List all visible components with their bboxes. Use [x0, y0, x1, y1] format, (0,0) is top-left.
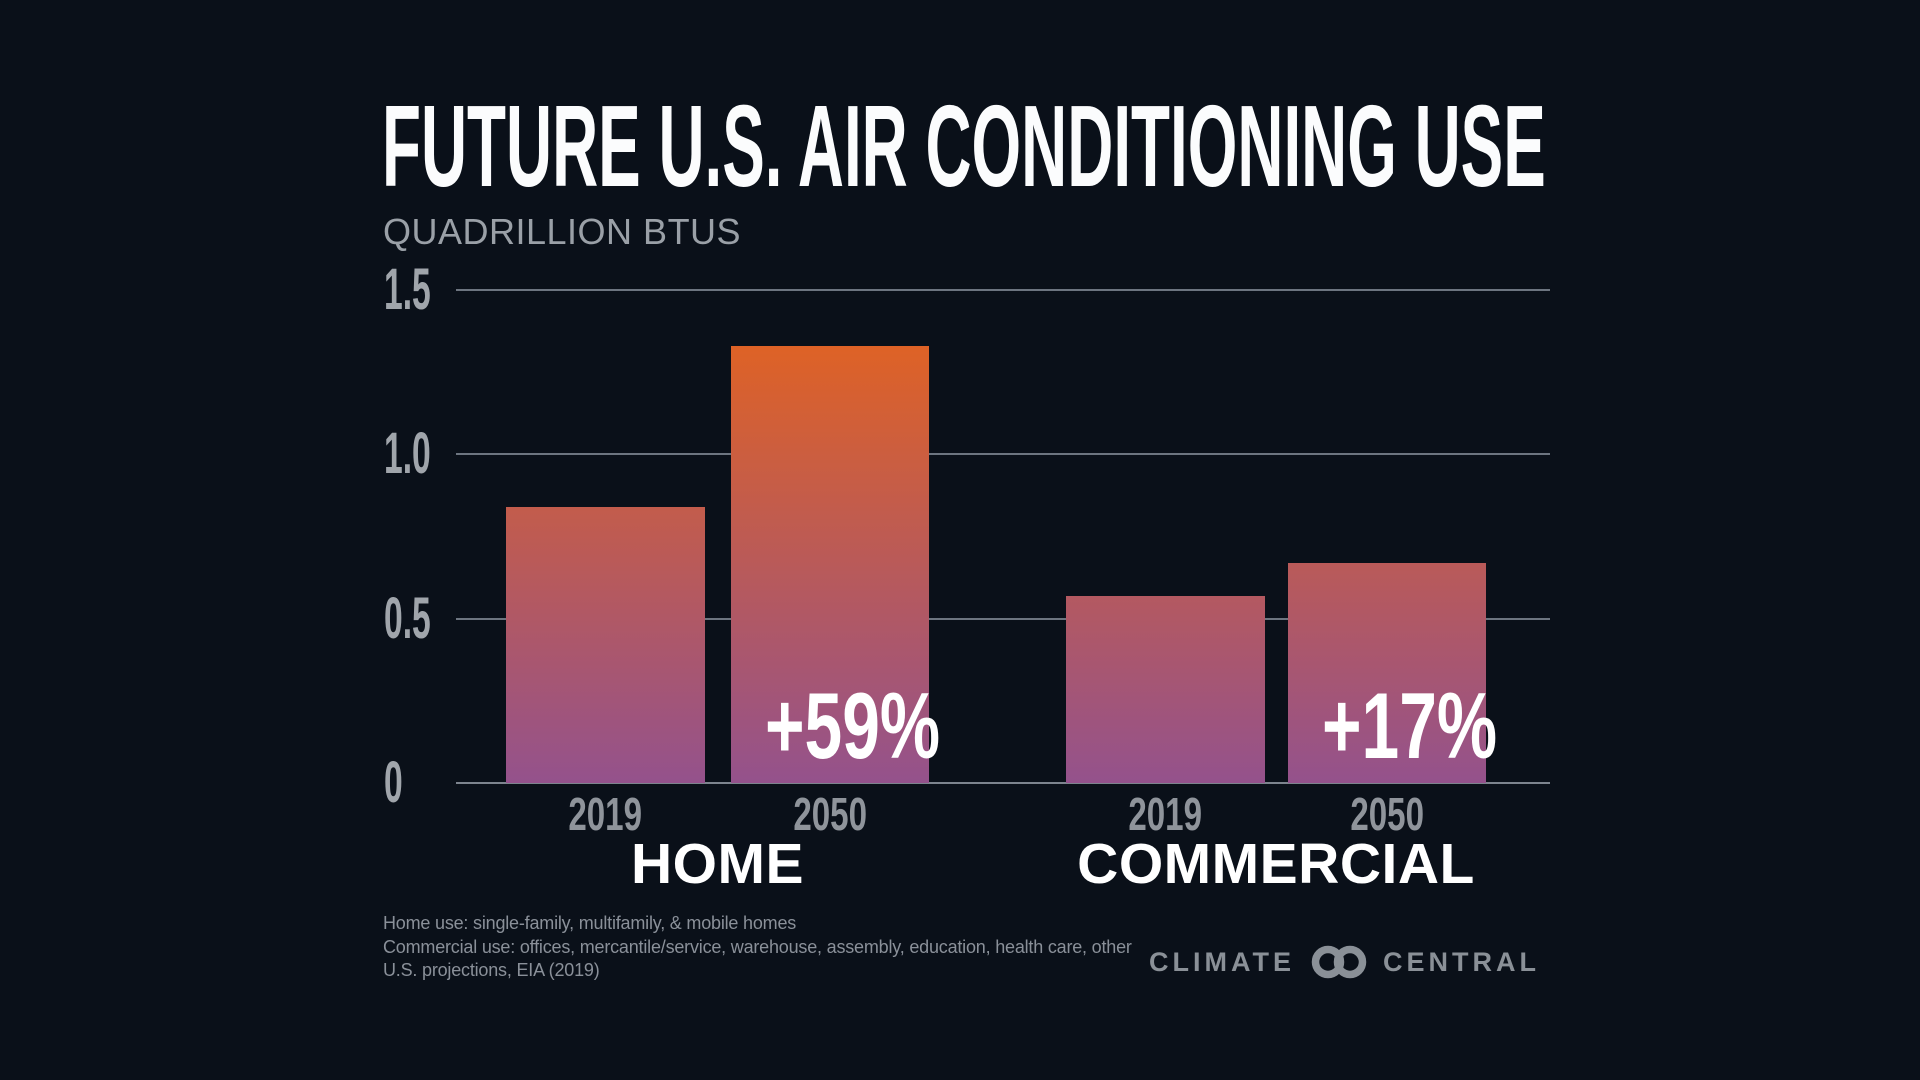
footnote-line-1: Home use: single-family, multifamily, & … — [383, 913, 797, 933]
x-label-text: 2019 — [1128, 788, 1203, 840]
gridline-1-0 — [456, 453, 1550, 456]
x-label-text: 2050 — [1350, 788, 1424, 840]
y-tick-0: 0 — [384, 747, 416, 819]
y-tick-label: 1.0 — [384, 421, 431, 487]
pct-change-commercial: +17% — [1288, 679, 1497, 773]
logo-text-climate: CLIMATE — [1149, 946, 1295, 977]
footnote-line-2: Commercial use: offices, mercantile/serv… — [383, 936, 1132, 957]
group-label-commercial: COMMERCIAL — [1077, 832, 1475, 896]
x-axis-baseline — [456, 782, 1550, 784]
x-label-text: 2050 — [793, 788, 867, 840]
y-tick-label: 0 — [384, 750, 403, 815]
y-tick-label: 1.5 — [384, 256, 431, 322]
gridline-1-5 — [456, 288, 1550, 291]
x-label-commercial-2019: 2019 — [1066, 791, 1265, 837]
y-axis-unit-label: QUADRILLION BTUS — [383, 211, 742, 252]
y-tick-1-0: 1.0 — [384, 418, 465, 490]
bar-commercial-2019 — [1066, 596, 1265, 783]
y-tick-0-5: 0.5 — [384, 583, 465, 655]
x-label-text: 2019 — [568, 788, 643, 840]
group-label-home: HOME — [631, 832, 804, 896]
footnote-line-3: U.S. projections, EIA (2019) — [383, 960, 600, 980]
x-label-commercial-2050: 2050 — [1288, 791, 1486, 837]
pct-change-home-text: +59% — [765, 673, 941, 778]
pct-change-commercial-text: +17% — [1322, 673, 1498, 778]
bar-home-2050: +59% — [731, 346, 940, 783]
x-label-home-2050: 2050 — [731, 791, 929, 837]
bar-home-2019 — [506, 507, 705, 783]
y-tick-label: 0.5 — [384, 585, 431, 651]
gridline-0-5 — [456, 617, 1550, 620]
footnotes: Home use: single-family, multifamily, & … — [383, 912, 1132, 983]
logo-text-central: CENTRAL — [1383, 946, 1540, 977]
y-tick-1-5: 1.5 — [384, 254, 465, 326]
page-title-text: FUTURE U.S. AIR CONDITIONING USE — [382, 81, 1546, 211]
pct-change-home: +59% — [731, 679, 940, 773]
x-label-home-2019: 2019 — [506, 791, 705, 837]
interlocking-rings-icon — [1308, 943, 1370, 981]
bar-commercial-2050: +17% — [1288, 563, 1497, 783]
climate-central-logo: CLIMATE CENTRAL — [1149, 940, 1540, 984]
page-title: FUTURE U.S. AIR CONDITIONING USE — [382, 86, 1920, 206]
